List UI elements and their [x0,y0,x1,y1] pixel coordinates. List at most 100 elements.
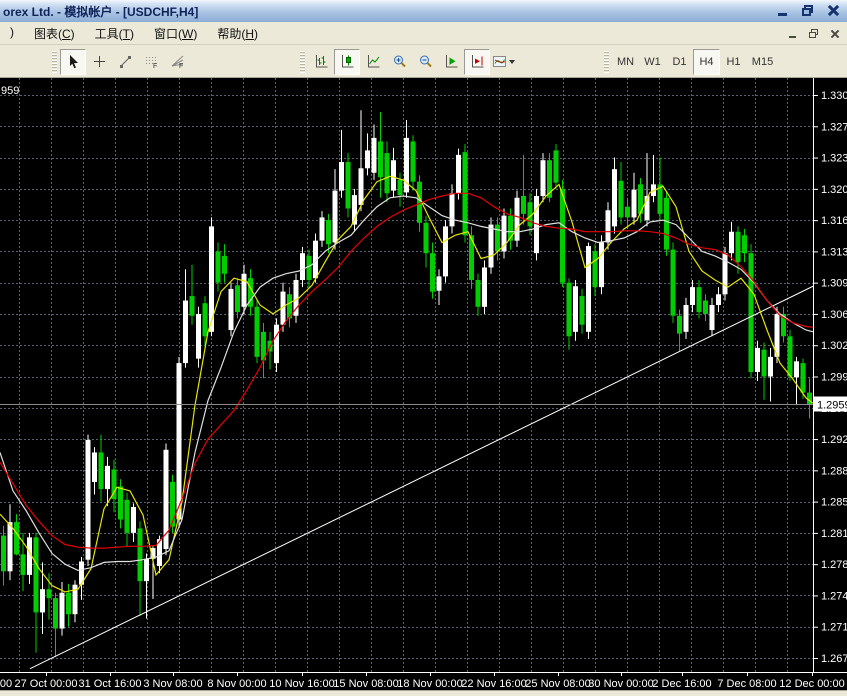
line-chart-icon [367,55,379,68]
bar-chart-button[interactable] [308,49,334,75]
toolbar-group-chart-controls [300,47,516,76]
candlestick-chart-button[interactable] [334,48,360,75]
indicators-icon [492,56,506,67]
child-minimize-button[interactable] [784,26,800,40]
auto-scroll-button[interactable] [438,49,464,75]
trendline-icon [119,56,131,68]
timeframe-button-d1[interactable]: D1 [672,55,687,68]
svg-text:1.2780: 1.2780 [821,559,847,571]
svg-text:25 Nov 08:00: 25 Nov 08:00 [525,678,590,690]
time-scale[interactable]: 00 27 Oct 00:00 31 Oct 16:00 3 Nov 08:00 8 N… [0,672,845,690]
crosshair-icon [93,56,105,67]
child-close-button[interactable] [826,26,842,40]
child-close-icon [830,29,839,38]
timeframe-button-m15[interactable]: M15 [751,55,774,68]
svg-text:1.3025: 1.3025 [821,340,847,352]
title-bar[interactable]: orex Ltd. - 模拟帐户 - [USDCHF,H4] [0,0,847,22]
svg-text:1.3270: 1.3270 [821,121,847,133]
menu-item-1[interactable]: 图表(C) [34,26,75,41]
toolbar: F F MN W1 D1 H4 H1 M15 [0,45,847,78]
minimize-icon [778,13,787,16]
svg-text:1.2885: 1.2885 [821,465,847,477]
svg-text:00: 00 [0,678,12,690]
toolbar-drag-handle[interactable] [604,50,609,73]
timeframe-button-h1[interactable]: H1 [726,55,741,68]
crosshair-button[interactable] [86,49,112,75]
zoom-out-icon [419,55,432,68]
chart-shift-icon [471,55,483,68]
toolbar-drag-handle[interactable] [52,50,57,73]
svg-text:1.3200: 1.3200 [821,184,847,196]
chart-shift-button[interactable] [464,48,490,75]
svg-text:1.2745: 1.2745 [821,590,847,602]
close-icon [827,5,838,16]
svg-text:1.2675: 1.2675 [821,653,847,665]
child-minimize-icon [788,35,796,38]
chart-grid [0,78,813,672]
ma-mid-line [0,195,814,572]
cursor-icon [69,55,78,69]
svg-text:1.3235: 1.3235 [821,153,847,165]
chart-background[interactable] [0,78,847,690]
svg-text:1.2850: 1.2850 [821,497,847,509]
dropdown-arrow-icon[interactable] [508,59,515,64]
menu-item-0[interactable]: ) [10,24,14,39]
svg-text:8 Nov 00:00: 8 Nov 00:00 [207,678,266,690]
svg-text:3 Nov 08:00: 3 Nov 08:00 [143,678,202,690]
line-chart-button[interactable] [360,49,386,75]
candlestick-chart-icon [341,55,353,68]
svg-text:F: F [153,63,157,69]
close-button[interactable] [824,3,841,18]
fibonacci-grid-button[interactable]: F [138,49,164,75]
menu-item-4[interactable]: 帮助(H) [217,26,259,41]
timeframe-button-mn[interactable]: MN [616,55,635,68]
window-title: orex Ltd. - 模拟帐户 - [USDCHF,H4] [3,4,199,19]
svg-text:7 Dec 08:00: 7 Dec 08:00 [717,678,776,690]
indicators-button[interactable] [490,49,516,75]
fibonacci-fan-button[interactable]: F [164,49,190,75]
child-restore-icon [808,28,818,38]
price-chart[interactable]: 1.3305 1.3270 1.3235 1.3200 1.3165 1.3130 1.30… [0,78,847,690]
auto-scroll-icon [445,55,457,68]
menu-bar: ) 图表(C) 工具(T) 窗口(W) 帮助(H) [0,22,847,45]
svg-text:31 Oct 16:00: 31 Oct 16:00 [79,678,142,690]
svg-text:1.3165: 1.3165 [821,215,847,227]
svg-text:1.3060: 1.3060 [821,309,847,321]
cursor-button[interactable] [60,48,86,75]
ma-fast-line [0,175,814,593]
svg-text:1.3305: 1.3305 [821,90,847,102]
fibonacci-fan-icon: F [171,55,183,69]
status-bar [0,690,847,696]
trendline-object[interactable] [29,285,814,670]
price-scale[interactable]: 1.3305 1.3270 1.3235 1.3200 1.3165 1.3130 1.30… [813,90,847,665]
ma-slow-line [0,192,814,549]
svg-text:1.2920: 1.2920 [821,434,847,446]
child-restore-button[interactable] [805,26,821,40]
toolbar-drag-handle[interactable] [300,50,305,73]
svg-text:1.2990: 1.2990 [821,372,847,384]
svg-text:1.3095: 1.3095 [821,278,847,290]
timeframe-button-h4[interactable]: H4 [693,48,720,75]
fibonacci-grid-icon: F [145,57,157,69]
svg-text:1.3130: 1.3130 [821,246,847,258]
chart-corner-label: 959 [1,85,19,97]
timeframe-button-w1[interactable]: W1 [644,55,661,68]
svg-text:15 Nov 08:00: 15 Nov 08:00 [333,678,398,690]
restore-button[interactable] [799,3,816,18]
menu-item-2[interactable]: 工具(T) [94,26,135,41]
svg-text:F: F [179,63,183,69]
menu-item-3[interactable]: 窗口(W) [154,26,198,41]
svg-text:1.2815: 1.2815 [821,528,847,540]
svg-text:2 Dec 16:00: 2 Dec 16:00 [652,678,711,690]
svg-text:18 Nov 00:00: 18 Nov 00:00 [397,678,462,690]
svg-text:27 Oct 00:00: 27 Oct 00:00 [15,678,78,690]
svg-text:1.2710: 1.2710 [821,622,847,634]
zoom-in-icon [393,55,406,68]
zoom-out-button[interactable] [412,49,438,75]
trendline-button[interactable] [112,49,138,75]
zoom-in-button[interactable] [386,49,412,75]
bar-chart-icon [315,55,327,68]
minimize-button[interactable] [774,3,791,18]
